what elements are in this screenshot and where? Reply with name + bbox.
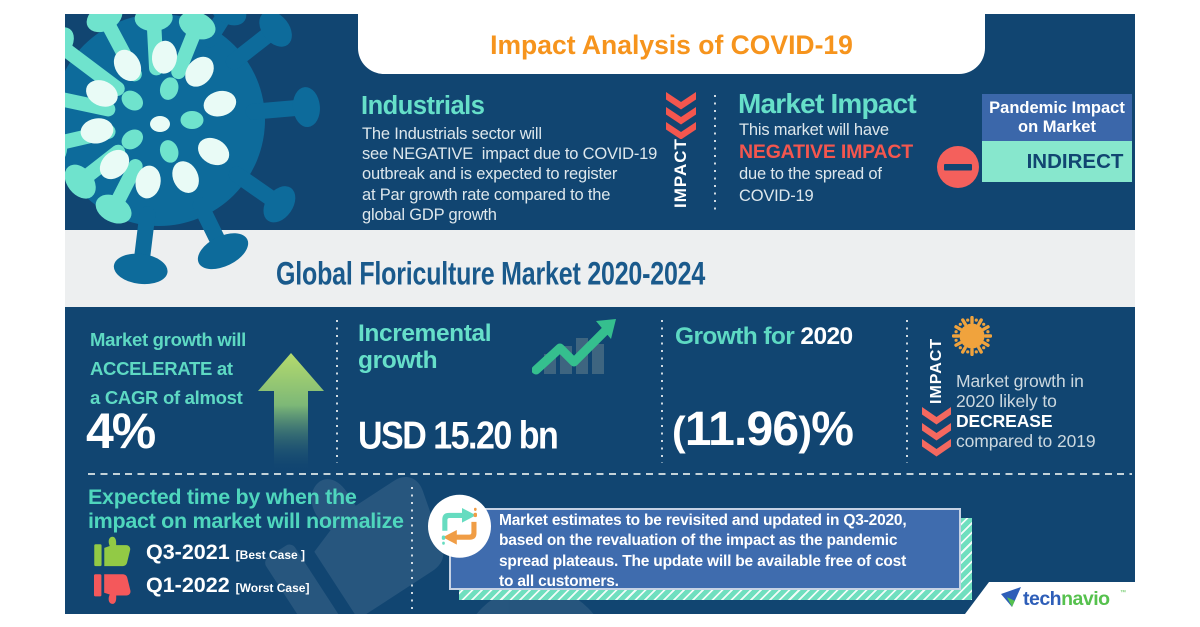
svg-text:technavio: technavio <box>1023 588 1110 610</box>
svg-text:™: ™ <box>1120 589 1126 596</box>
